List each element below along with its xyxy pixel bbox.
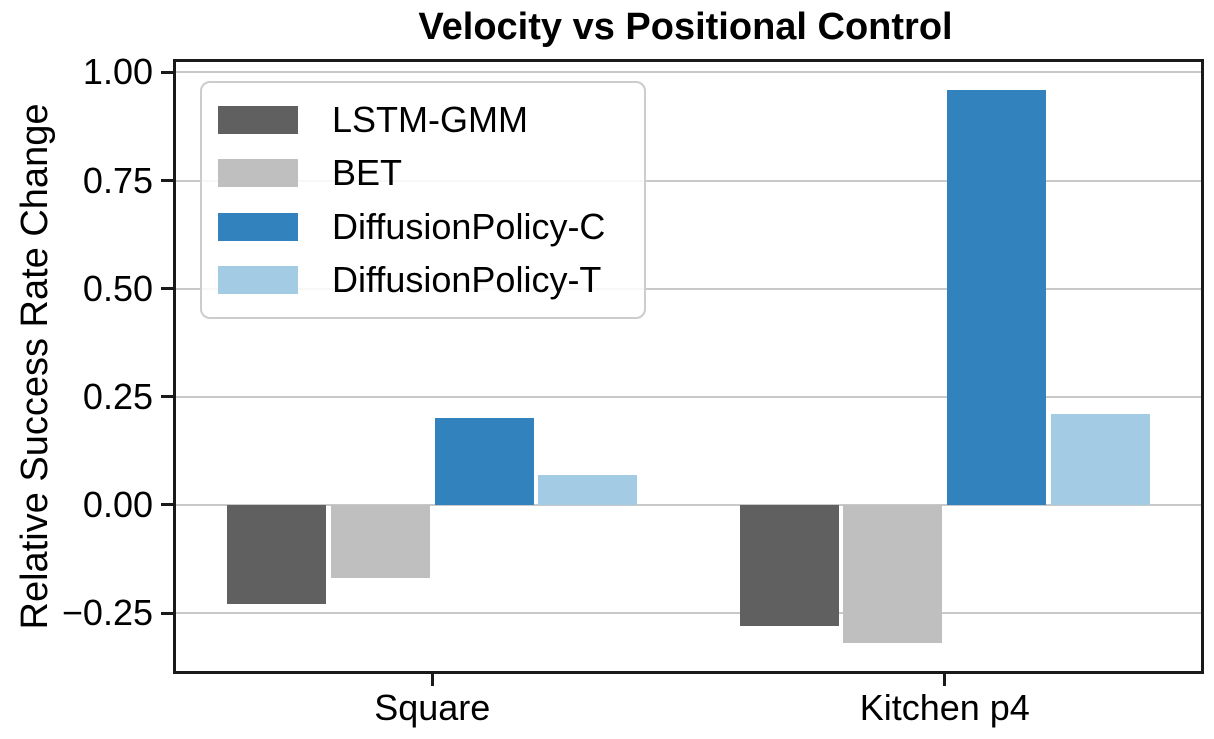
y-tick-label: 0.75 <box>82 159 153 201</box>
y-tick-label: 1.00 <box>82 51 153 93</box>
legend-label: DiffusionPolicy-T <box>332 259 602 301</box>
gridline <box>176 395 1201 398</box>
bar-diffusionpolicy-t-kitchen-p4 <box>1050 414 1150 505</box>
bar-diffusionpolicy-c-kitchen-p4 <box>947 89 1047 505</box>
y-tick-mark <box>161 287 173 291</box>
legend-item: DiffusionPolicy-T <box>218 255 644 305</box>
bar-diffusionpolicy-c-square <box>434 418 534 505</box>
y-tick-mark <box>161 70 173 74</box>
legend-label: BET <box>332 152 403 194</box>
y-tick-label: 0.00 <box>82 483 153 525</box>
y-tick-label: 0.50 <box>82 267 153 309</box>
chart-title: Velocity vs Positional Control <box>418 6 953 48</box>
gridline <box>176 503 1201 506</box>
bar-diffusionpolicy-t-square <box>538 474 638 505</box>
x-tick-mark <box>943 674 947 686</box>
x-tick-label: Kitchen p4 <box>859 687 1030 728</box>
y-tick-label: −0.25 <box>61 592 153 634</box>
legend-swatch <box>218 266 298 295</box>
x-tick-mark <box>430 674 434 686</box>
plot-area: LSTM-GMM BET DiffusionPolicy-C DiffusionPol… <box>173 59 1204 674</box>
gridline <box>176 612 1201 615</box>
bar-lstm-gmm-square <box>227 504 327 605</box>
gridline <box>176 71 1201 74</box>
y-tick-mark <box>161 503 173 507</box>
legend-swatch <box>218 212 298 241</box>
legend-label: LSTM-GMM <box>332 98 528 140</box>
y-tick-mark <box>161 395 173 399</box>
legend-item: LSTM-GMM <box>218 95 644 145</box>
legend-label: DiffusionPolicy-C <box>332 205 606 247</box>
y-tick-mark <box>161 611 173 615</box>
legend-swatch <box>218 159 298 188</box>
gridline <box>176 287 1201 290</box>
x-tick-label: Square <box>374 687 491 728</box>
bar-lstm-gmm-kitchen-p4 <box>739 504 839 626</box>
legend-item: DiffusionPolicy-C <box>218 202 644 252</box>
bar-bet-square <box>330 504 430 579</box>
bar-bet-kitchen-p4 <box>843 504 943 644</box>
y-tick-label: 0.25 <box>82 375 153 417</box>
legend-swatch <box>218 105 298 134</box>
legend-item: BET <box>218 148 644 198</box>
gridline <box>176 179 1201 182</box>
legend: LSTM-GMM BET DiffusionPolicy-C DiffusionPol… <box>200 81 646 319</box>
y-tick-mark <box>161 179 173 182</box>
